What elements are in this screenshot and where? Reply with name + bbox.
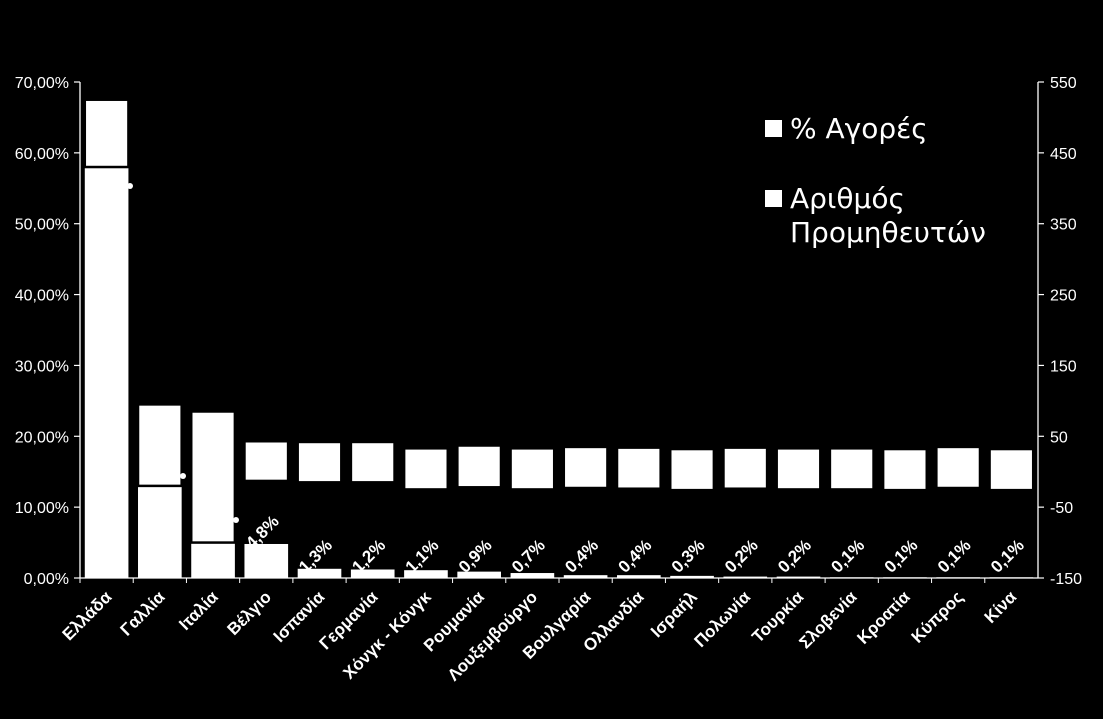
supplier-box xyxy=(189,410,237,544)
purchase-bar xyxy=(776,576,821,578)
purchase-bar xyxy=(936,577,980,578)
legend-swatch-icon xyxy=(765,120,782,137)
x-tick-label: Πολωνία xyxy=(691,587,755,651)
x-tick-label: Κροατία xyxy=(853,587,914,648)
supplier-box xyxy=(243,439,290,483)
x-tick-label: Βέλγιο xyxy=(224,587,276,639)
left-tick-label: 60,00% xyxy=(15,146,69,163)
supplier-box xyxy=(456,444,503,489)
purchase-bar xyxy=(510,573,555,578)
data-label: 0,4% xyxy=(561,536,602,577)
data-label: 0,4% xyxy=(615,536,656,577)
x-tick-label: Κύπρος xyxy=(908,587,967,646)
x-tick-label: Ισραήλ xyxy=(647,587,701,641)
x-tick-label: Ιταλία xyxy=(175,587,222,634)
legend-label: Αριθμός Προμηθευτών xyxy=(790,182,986,249)
chart-bars xyxy=(83,98,1035,578)
supplier-box xyxy=(935,445,982,490)
purchase-bar xyxy=(84,157,129,578)
supplier-box xyxy=(722,446,769,490)
supplier-box xyxy=(988,447,1035,492)
marker-dot xyxy=(233,517,239,523)
left-tick-label: 20,00% xyxy=(15,429,69,446)
x-tick-label: Σλοβενία xyxy=(796,587,861,652)
right-tick-label: 50 xyxy=(1050,429,1068,446)
supplier-box xyxy=(509,447,556,491)
right-tick-label: 150 xyxy=(1050,358,1077,375)
supplier-box xyxy=(775,447,822,491)
supplier-box xyxy=(562,445,609,490)
supplier-box xyxy=(136,403,183,488)
purchase-bar xyxy=(404,570,448,578)
legend-item-purchases: % Αγορές xyxy=(765,112,1065,146)
legend-swatch-icon xyxy=(765,190,782,207)
left-tick-label: 10,00% xyxy=(15,500,69,517)
right-tick-label: 450 xyxy=(1050,146,1077,163)
right-tick-label: 550 xyxy=(1050,75,1077,92)
purchase-bar xyxy=(883,577,927,578)
x-tick-label: Ελλάδα xyxy=(59,587,116,644)
right-tick-label: -50 xyxy=(1050,500,1073,517)
legend-item-suppliers: Αριθμός Προμηθευτών xyxy=(765,182,1065,250)
chart-legend: % Αγορές Αριθμός Προμηθευτών xyxy=(765,112,1065,286)
legend-label: % Αγορές xyxy=(790,112,928,145)
supplier-box xyxy=(881,447,929,492)
x-tick-label: Γαλλία xyxy=(117,587,170,640)
right-tick-label: -150 xyxy=(1050,571,1082,588)
chart-labels: 4,8%1,3% 1,2% 1,1% 0,9% 0,7% 0,4% 0,4% 0,3% 0,2%… xyxy=(242,512,1028,577)
purchase-bar xyxy=(829,577,874,578)
data-label: 0,2% xyxy=(774,536,815,577)
marker-dot xyxy=(180,473,186,479)
x-tick-label: Κίνα xyxy=(981,587,1021,627)
left-tick-label: 70,00% xyxy=(15,75,69,92)
left-tick-label: 0,00% xyxy=(24,571,69,588)
purchase-bar xyxy=(244,543,289,578)
supplier-box xyxy=(668,447,716,492)
data-label: 0,1% xyxy=(881,536,922,577)
data-label: 0,3% xyxy=(668,536,709,577)
left-tick-label: 40,00% xyxy=(15,288,69,305)
purchase-bar xyxy=(670,575,714,578)
marker-dot xyxy=(127,183,133,189)
purchase-bar xyxy=(617,575,661,578)
left-tick-label: 30,00% xyxy=(15,358,69,375)
purchase-bar xyxy=(297,568,342,578)
left-tick-label: 50,00% xyxy=(15,217,69,234)
data-label: 0,1% xyxy=(827,536,868,577)
right-tick-label: 350 xyxy=(1050,217,1077,234)
supplier-box xyxy=(402,447,450,491)
right-tick-label: 250 xyxy=(1050,288,1077,305)
supplier-box xyxy=(615,446,662,490)
purchase-bar xyxy=(989,577,1034,578)
purchase-bar xyxy=(350,569,395,578)
supplier-box xyxy=(828,447,875,491)
x-tick-label: Λουξεμβούργο xyxy=(444,587,541,684)
supplier-box xyxy=(349,440,396,484)
supplier-box xyxy=(296,440,343,484)
data-label: 0,1% xyxy=(934,536,975,577)
purchase-bar xyxy=(563,575,608,578)
data-label: 0,7% xyxy=(508,536,549,577)
data-label: 0,2% xyxy=(721,536,762,577)
supplier-box xyxy=(83,98,130,169)
purchase-bar xyxy=(723,576,768,578)
purchase-bar xyxy=(457,571,501,578)
data-label: 0,9% xyxy=(455,536,496,577)
data-label: 0,1% xyxy=(987,536,1028,577)
